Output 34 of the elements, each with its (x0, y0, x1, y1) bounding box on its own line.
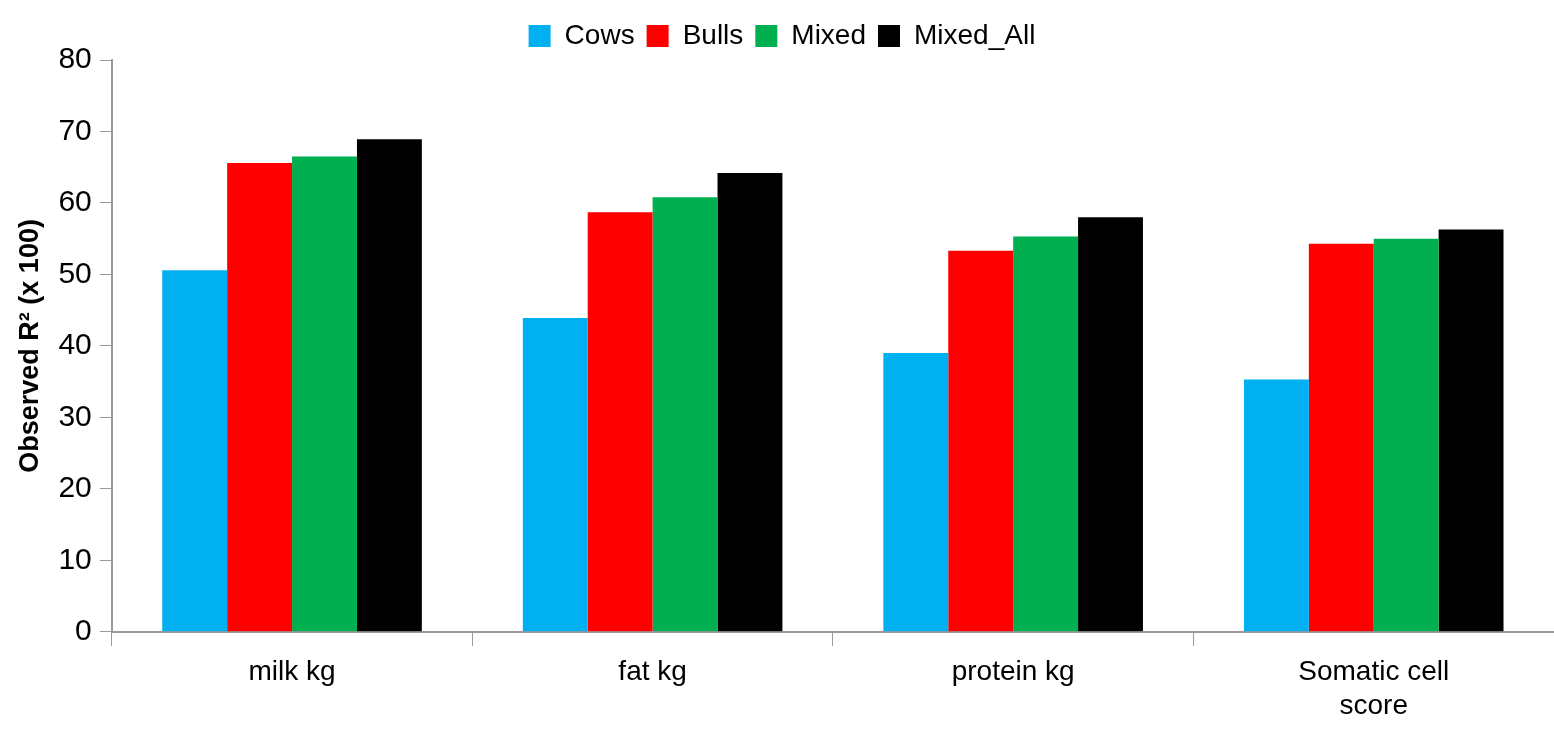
y-tick-label: 60 (58, 184, 92, 218)
bar (717, 172, 783, 632)
x-tick-label: milk kg (248, 655, 336, 687)
bar (1438, 229, 1504, 632)
bar (1078, 217, 1143, 632)
bar (1373, 238, 1439, 632)
y-tick-label: 10 (58, 541, 92, 575)
bar (1308, 243, 1374, 632)
y-tick-label: 50 (58, 255, 92, 289)
bar (356, 139, 422, 632)
bar (587, 212, 653, 632)
bar (227, 162, 293, 632)
y-tick-label: 40 (58, 327, 92, 361)
legend-label: Mixed (791, 18, 867, 50)
y-tick-label: 70 (58, 112, 92, 146)
legend-label: Mixed_All (914, 18, 1036, 50)
bar (883, 353, 949, 632)
bar (1243, 379, 1309, 632)
bar (652, 197, 718, 632)
x-tick-label: fat kg (618, 655, 687, 687)
bar (162, 270, 228, 632)
legend-label: Bulls (682, 18, 744, 50)
bar (292, 156, 357, 632)
y-tick-label: 20 (58, 470, 92, 504)
y-tick-label: 80 (58, 41, 92, 75)
bar (948, 250, 1014, 632)
bar (1013, 236, 1079, 632)
legend-label: Cows (564, 18, 635, 50)
y-tick-label: 30 (58, 398, 92, 432)
x-tick-label: protein kg (951, 655, 1075, 687)
bar (522, 318, 588, 632)
y-axis-title: Observed R² (x 100) (13, 219, 44, 473)
y-tick-label: 0 (75, 613, 92, 647)
x-tick-label: Somatic cell score (1298, 655, 1450, 720)
